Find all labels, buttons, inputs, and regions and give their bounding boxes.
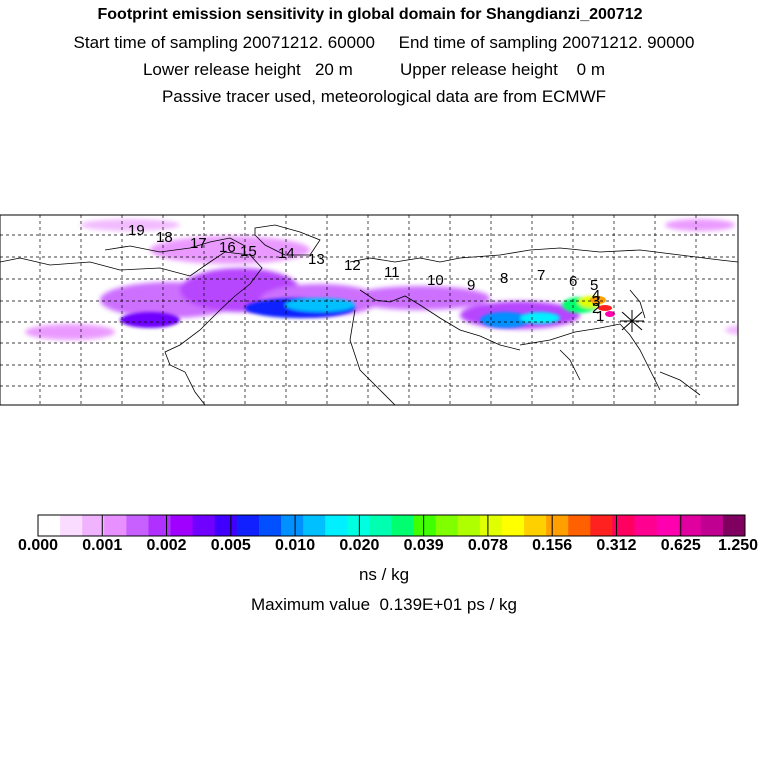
release-height-text: Lower release height 20 m Upper release … xyxy=(142,60,606,79)
trajectory-label: 16 xyxy=(219,239,236,256)
colorbar-swatch xyxy=(722,515,746,536)
colorbar-swatch xyxy=(303,515,326,536)
trajectory-label: 13 xyxy=(308,251,325,268)
trajectory-label: 10 xyxy=(427,272,444,289)
colorbar-swatch xyxy=(546,515,569,536)
colorbar-swatch xyxy=(413,515,437,536)
trajectory-label: 17 xyxy=(190,235,207,252)
colorbar-swatch xyxy=(590,515,613,536)
trajectory-label: 2 xyxy=(592,300,600,317)
sampling-time-text: Start time of sampling 20071212. 60000 E… xyxy=(73,33,695,52)
colorbar-swatch xyxy=(325,515,348,536)
trajectory-label: 19 xyxy=(128,222,145,239)
trajectory-label: 3 xyxy=(592,293,600,310)
page-title: Footprint emission sensitivity in global… xyxy=(97,6,643,23)
coastlines xyxy=(0,224,738,405)
colorbar-tick-label: 0.002 xyxy=(146,537,187,554)
colorbar-swatch xyxy=(236,515,260,536)
colorbar-swatch xyxy=(38,515,61,536)
trajectory-label: 5 xyxy=(590,277,598,294)
maximum-value-text: Maximum value 0.139E+01 ps / kg xyxy=(251,595,517,614)
colorbar-swatch xyxy=(170,515,194,536)
map-frame xyxy=(0,214,739,406)
colorbar-swatch xyxy=(678,515,702,536)
colorbar-swatch xyxy=(612,515,636,536)
colorbar-swatch xyxy=(258,515,282,536)
sensitivity-plume xyxy=(25,219,738,340)
colorbar-swatch xyxy=(214,515,238,536)
colorbar-swatch xyxy=(369,515,392,536)
colorbar-swatch xyxy=(700,515,724,536)
colorbar-tick-label: 0.020 xyxy=(339,537,380,554)
colorbar-swatch xyxy=(148,515,172,536)
colorbar-tick-label: 0.005 xyxy=(210,537,251,554)
colorbar-tick-label: 0.078 xyxy=(467,537,508,554)
star-icon xyxy=(620,310,644,332)
colorbar-tick-label: 0.625 xyxy=(660,537,701,554)
trajectory-label: 9 xyxy=(467,277,475,294)
colorbar-swatch xyxy=(568,515,591,536)
colorbar-tick-label: 0.156 xyxy=(532,537,573,554)
trajectory-label: 12 xyxy=(344,257,361,274)
colorbar-swatch xyxy=(60,515,83,536)
colorbar-tick-label: 0.001 xyxy=(82,537,123,554)
colorbar-swatch xyxy=(391,515,415,536)
colorbar-swatch xyxy=(634,515,658,536)
tracer-info-text: Passive tracer used, meteorological data… xyxy=(161,87,607,106)
colorbar-swatch xyxy=(457,515,481,536)
colorbar-tick-label: 0.312 xyxy=(596,537,637,554)
colorbar-swatch xyxy=(435,515,459,536)
trajectory-label: 6 xyxy=(569,273,577,290)
colorbar-swatch xyxy=(82,515,105,536)
lat-lon-grid xyxy=(0,215,738,405)
colorbar-tick-label: 0.039 xyxy=(403,537,444,554)
trajectory-label: 18 xyxy=(156,229,173,246)
colorbar-frame xyxy=(37,514,746,537)
colorbar-swatch xyxy=(347,515,370,536)
colorbar-swatch xyxy=(656,515,680,536)
colorbar-swatch xyxy=(281,515,304,536)
colorbar-tick-label: 0.000 xyxy=(17,537,59,554)
colorbar-swatch xyxy=(479,515,503,536)
trajectory-label: 11 xyxy=(384,264,400,281)
trajectory-label: 1 xyxy=(596,308,604,325)
colorbar-tick-label: 0.010 xyxy=(275,537,316,554)
colorbar-swatch xyxy=(126,515,149,536)
colorbar-units: ns / kg xyxy=(358,565,410,584)
trajectory-label: 7 xyxy=(537,267,545,284)
trajectory-label: 4 xyxy=(592,287,600,304)
colorbar-swatch xyxy=(104,515,127,536)
colorbar-swatch xyxy=(192,515,216,536)
trajectory-label: 8 xyxy=(500,270,508,287)
colorbar-swatch xyxy=(501,515,525,536)
colorbar-swatch xyxy=(524,515,547,536)
colorbar xyxy=(37,514,746,537)
colorbar-tick-label: 1.250 xyxy=(717,537,759,554)
trajectory-label: 14 xyxy=(278,245,295,262)
trajectory-label: 15 xyxy=(240,243,257,260)
